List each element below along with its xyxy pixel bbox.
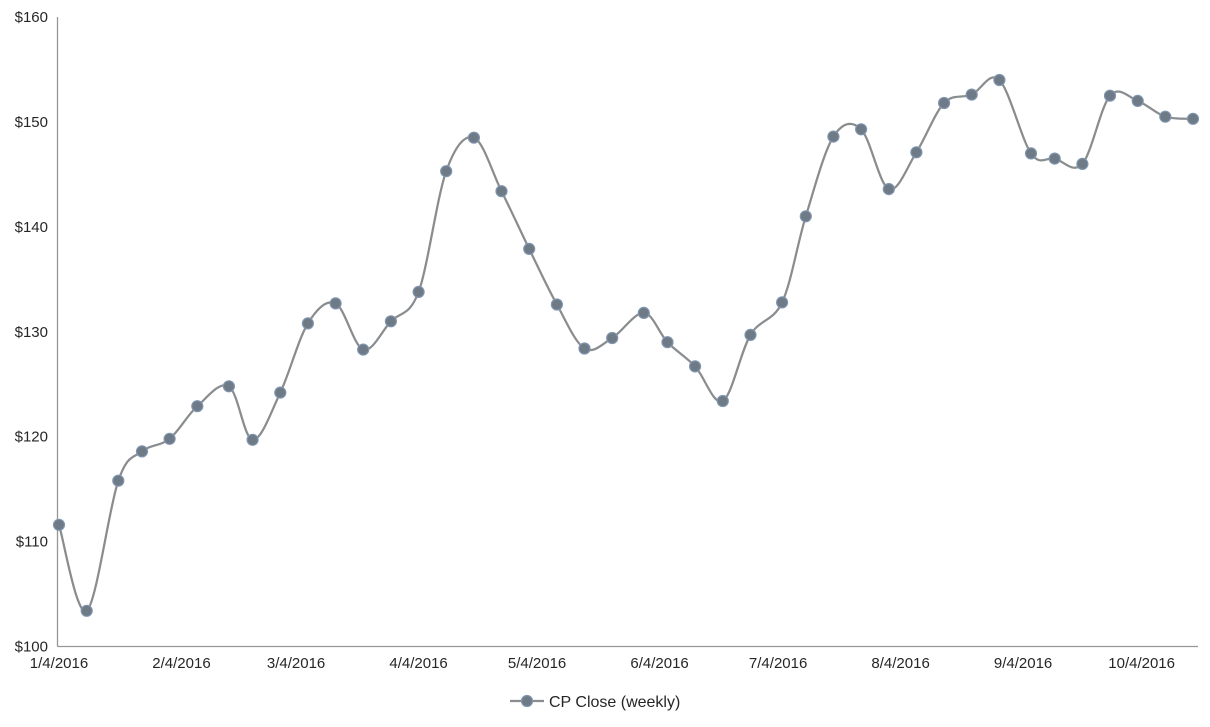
data-point-marker xyxy=(357,343,370,356)
data-point-marker xyxy=(854,123,868,136)
data-point-marker xyxy=(993,73,1006,87)
data-point-marker xyxy=(965,88,978,101)
data-point-marker xyxy=(688,360,702,373)
x-tick-label: 1/4/2016 xyxy=(30,655,88,672)
data-point-marker xyxy=(882,183,895,196)
data-point-marker xyxy=(578,342,591,355)
data-point-marker xyxy=(1159,110,1172,123)
data-point-marker xyxy=(163,432,176,445)
data-point-marker xyxy=(246,433,259,446)
y-tick-label: $150 xyxy=(15,114,48,131)
data-point-marker xyxy=(1131,94,1144,108)
data-point-marker xyxy=(274,386,287,399)
x-tick-label: 8/4/2016 xyxy=(871,655,929,672)
x-tick-label: 6/4/2016 xyxy=(630,655,688,672)
x-tick-label: 2/4/2016 xyxy=(152,655,210,672)
data-point-marker xyxy=(775,296,789,309)
data-point-marker xyxy=(1024,147,1038,160)
x-tick-label: 3/4/2016 xyxy=(267,655,325,672)
data-point-marker xyxy=(637,306,650,319)
data-point-marker xyxy=(827,130,840,143)
y-tick-label: $110 xyxy=(16,534,48,551)
data-point-marker xyxy=(716,394,729,408)
x-tick-label: 5/4/2016 xyxy=(508,655,566,672)
data-point-marker xyxy=(937,96,951,110)
data-point-marker xyxy=(661,336,674,349)
data-point-marker xyxy=(1076,157,1089,170)
data-point-marker xyxy=(1103,89,1117,102)
data-point-marker xyxy=(222,380,235,393)
data-point-marker xyxy=(80,604,93,617)
data-point-marker xyxy=(52,518,66,531)
data-point-marker xyxy=(1186,112,1200,125)
legend-label: CP Close (weekly) xyxy=(549,694,680,711)
data-point-marker xyxy=(523,242,536,255)
y-tick-label: $100 xyxy=(15,639,48,656)
x-tick-label: 10/4/2016 xyxy=(1108,655,1175,672)
data-point-marker xyxy=(744,328,757,341)
x-tick-label: 4/4/2016 xyxy=(389,655,447,672)
data-point-marker xyxy=(606,331,619,345)
legend-marker-icon xyxy=(520,694,534,708)
x-tick-label: 9/4/2016 xyxy=(994,655,1052,672)
data-point-marker xyxy=(910,146,923,159)
y-tick-label: $160 xyxy=(15,9,48,26)
data-point-marker xyxy=(112,474,125,487)
x-axis-labels: 1/4/2016 2/4/2016 3/4/2016 4/4/2016 5/4/2016… xyxy=(30,655,1175,672)
data-point-marker xyxy=(412,285,425,298)
data-point-marker xyxy=(301,317,314,330)
data-point-marker xyxy=(191,400,204,413)
data-point-marker xyxy=(1048,152,1061,165)
data-point-marker xyxy=(550,298,564,311)
data-point-marker xyxy=(135,445,149,458)
data-point-marker xyxy=(384,315,397,328)
x-tick-label: 7/4/2016 xyxy=(749,655,807,672)
legend: CP Close (weekly) xyxy=(510,694,680,711)
y-axis-labels: $100 $110 $120 $130 $140 $150 $160 xyxy=(15,9,48,656)
y-tick-label: $120 xyxy=(15,429,48,446)
data-point-marker xyxy=(467,131,480,144)
series-line xyxy=(57,76,1194,612)
series-markers xyxy=(52,73,1200,617)
data-point-marker xyxy=(329,297,342,310)
data-point-marker xyxy=(799,210,812,223)
y-tick-label: $130 xyxy=(15,324,48,341)
data-point-marker xyxy=(440,165,453,178)
y-tick-label: $140 xyxy=(15,219,48,236)
data-point-marker xyxy=(495,185,508,198)
